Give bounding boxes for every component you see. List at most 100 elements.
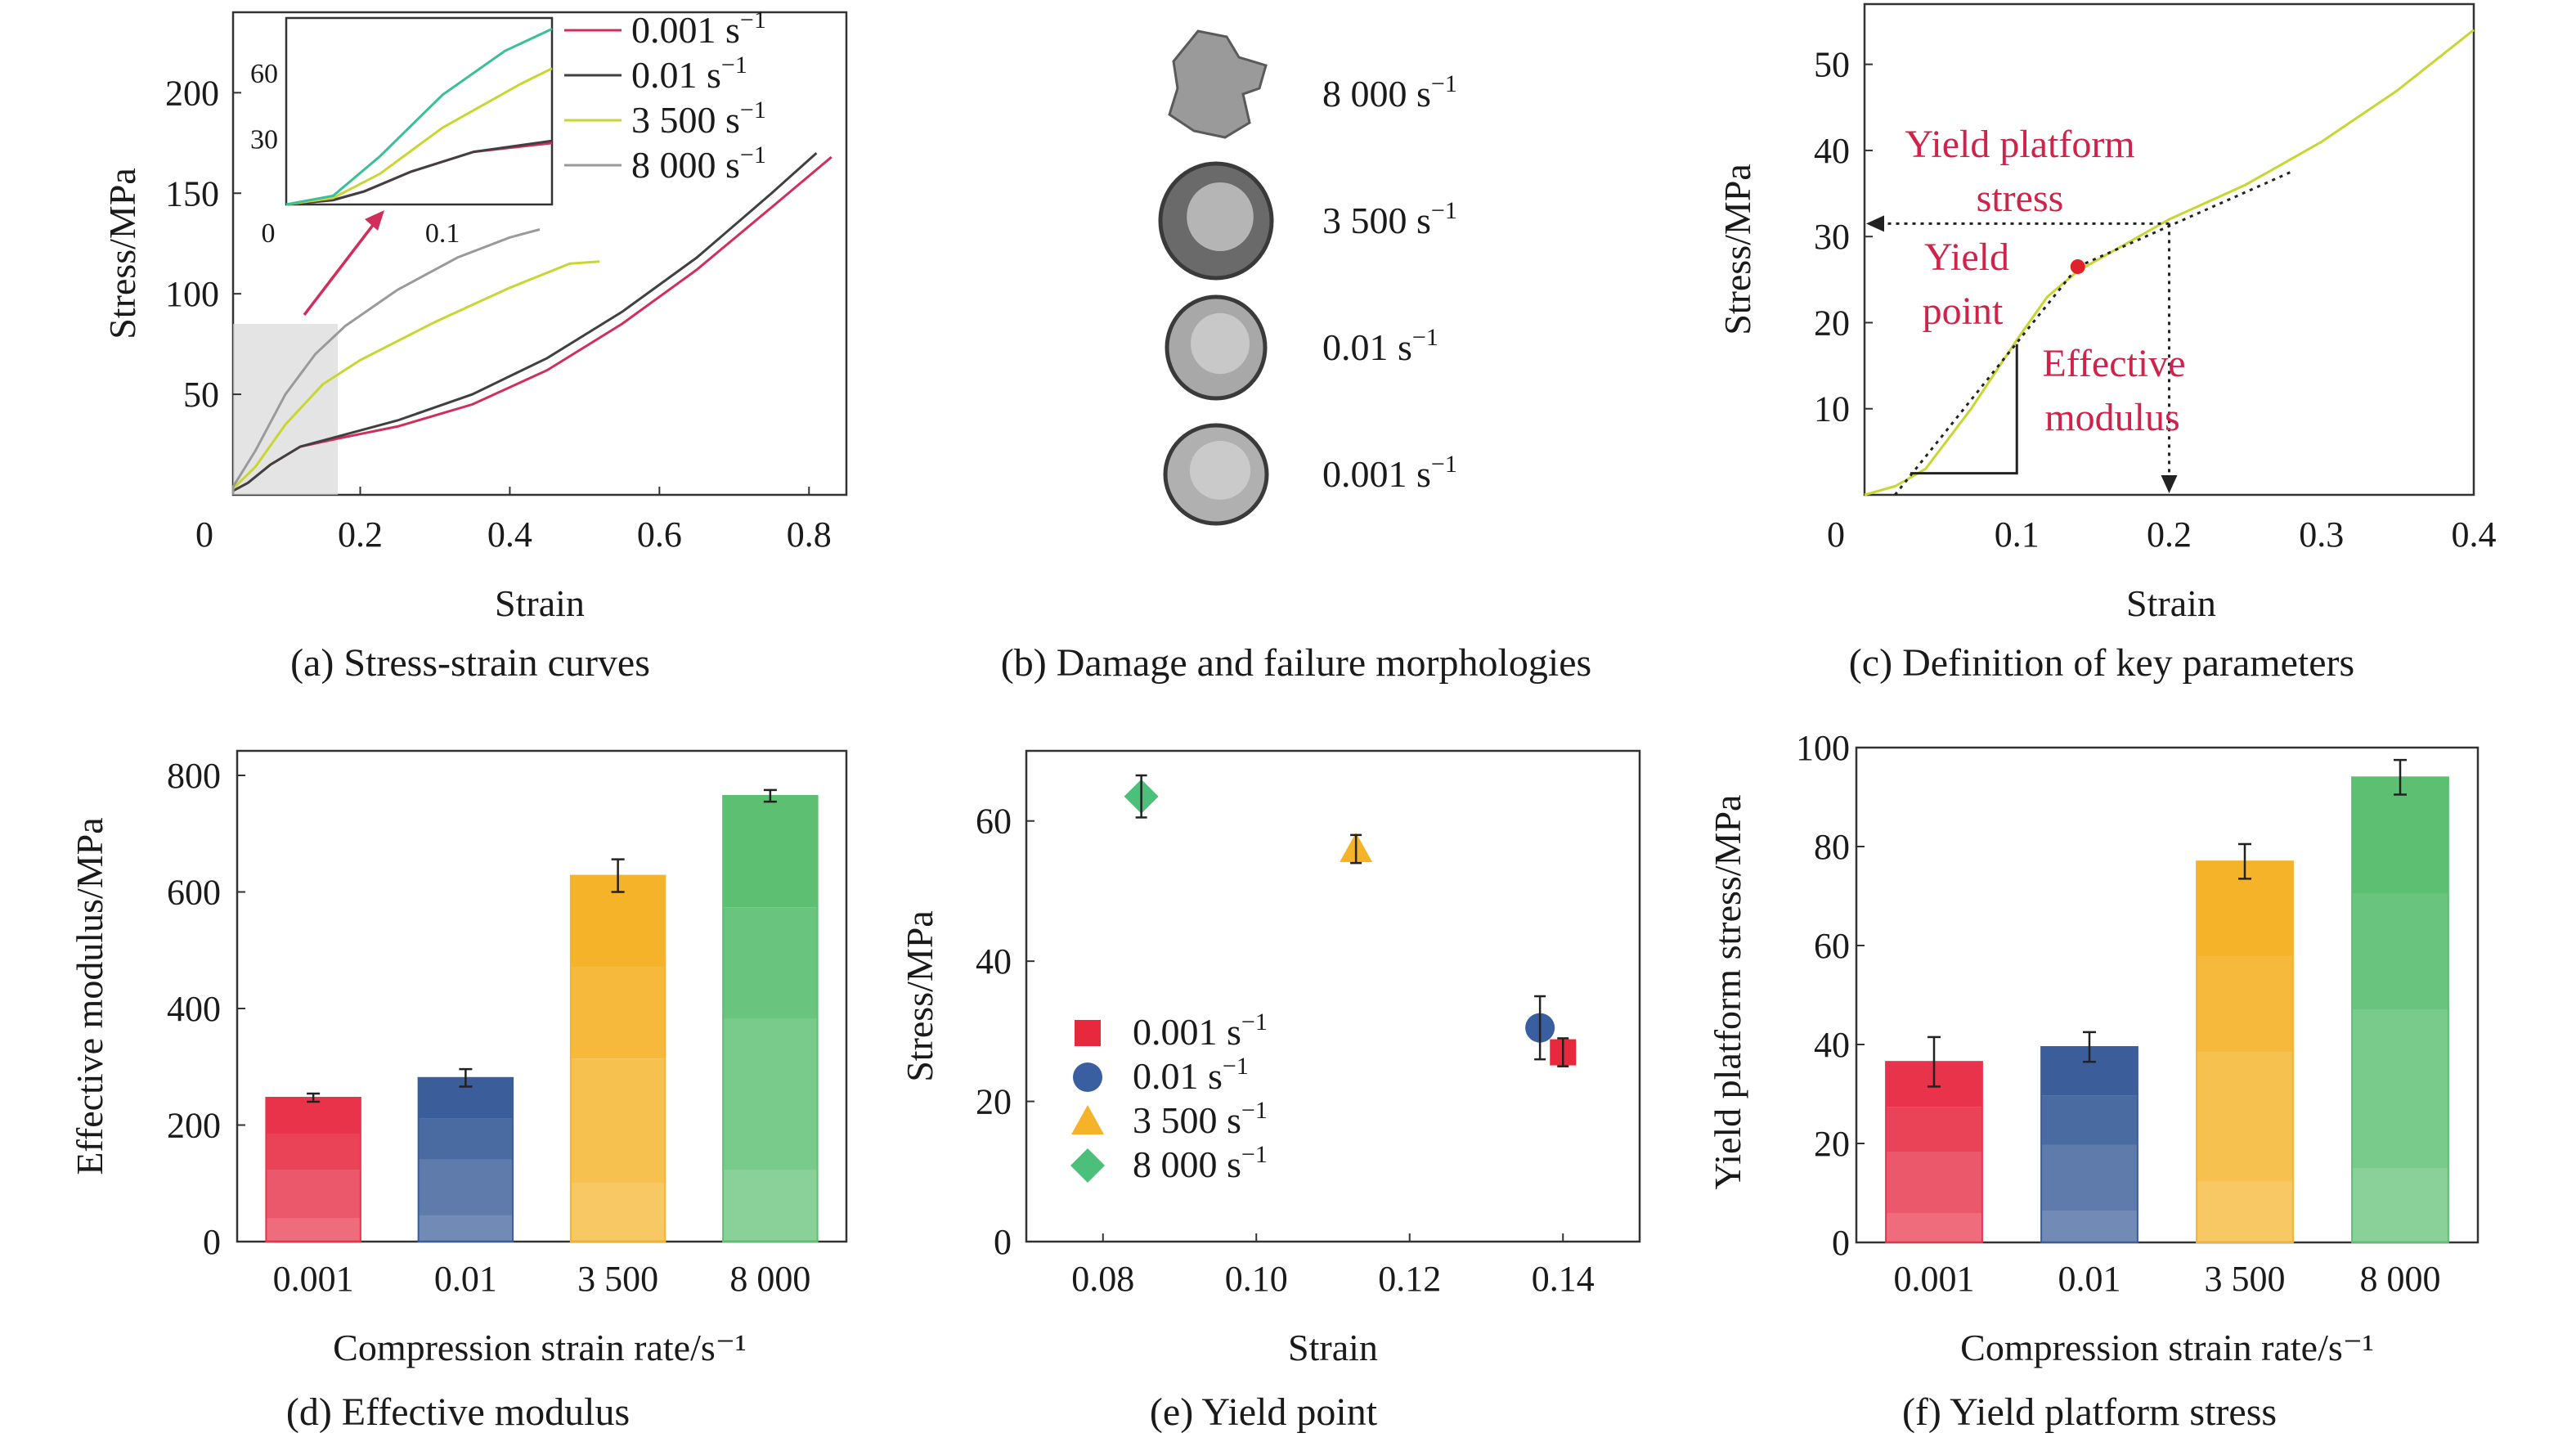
panel-e-xtick: 0.14: [1532, 1259, 1595, 1299]
panel-a-legend-label: 0.001 s−1: [631, 7, 766, 51]
panel-f-caption: (f) Yield platform stress: [1902, 1390, 2277, 1434]
ytick-label: 80: [1814, 827, 1850, 867]
panel-c-annotation-platform: stress: [1977, 177, 2064, 220]
panel-a-inset-arrow: [303, 219, 378, 317]
panel-c-strain-arrowhead: [2161, 475, 2178, 493]
panel-a-inset-series-2: [285, 67, 553, 206]
bar-segment: [570, 1058, 666, 1184]
panel-c-xlabel: Strain: [2126, 582, 2216, 624]
panel-a-xtick: 0: [195, 514, 213, 555]
panel-b-rate-label: 0.001 s−1: [1322, 451, 1457, 495]
panel-a-inset-xtick: 0.1: [425, 218, 460, 249]
panel-c-ytick: 10: [1814, 389, 1850, 429]
bar-segment: [570, 1183, 666, 1242]
panel-e-xtick: 0.10: [1225, 1259, 1288, 1299]
ytick-label: 400: [167, 989, 221, 1029]
panel-a-legend: 0.001 s−10.01 s−13 500 s−18 000 s−1: [564, 7, 766, 186]
panel-a-zoom-region: [233, 324, 339, 495]
panel-a-xtick: 0.2: [338, 514, 383, 555]
bar-segment: [2352, 1168, 2448, 1242]
xtick-label: 0.01: [2058, 1259, 2121, 1299]
panel-e-legend-marker: [1073, 1062, 1102, 1092]
panel-c-xtick: 0.1: [1995, 514, 2040, 555]
panel-c-platform-tangent: [2077, 170, 2292, 268]
panel-a-series-1: [231, 151, 818, 495]
bar-segment: [1886, 1213, 1982, 1242]
panel-b-morphologies: 8 000 s−1 3 500 s−1 0.01 s−1 0.001 s−1 (b) …: [1001, 29, 1591, 685]
panel-b-sample-highlight: [1187, 182, 1254, 251]
xtick-label: 8 000: [2360, 1259, 2441, 1299]
bar-segment: [266, 1134, 361, 1170]
panel-c-annotation-yield: Yield: [1924, 236, 2009, 279]
ytick-label: 40: [1814, 1025, 1850, 1065]
panel-c-xtick: 0.2: [2147, 514, 2192, 555]
panel-c-ylabel: Stress/MPa: [1717, 164, 1758, 335]
xtick-label: 3 500: [2205, 1259, 2286, 1299]
bar-segment: [1886, 1152, 1982, 1214]
bar-segment: [266, 1170, 361, 1219]
panel-a-legend-label: 0.01 s−1: [631, 52, 747, 96]
panel-a-series-2: [231, 260, 600, 495]
ytick-label: 100: [1796, 728, 1850, 768]
panel-e-legend-marker: [1070, 1148, 1105, 1183]
panel-c-ytick: 30: [1814, 217, 1850, 257]
panel-c-annotation-yield: point: [1923, 290, 2004, 333]
panel-e-legend-label: 3 500 s−1: [1133, 1097, 1268, 1141]
ytick-label: 0: [203, 1222, 221, 1262]
panel-c-plot-area: [1863, 2, 2475, 496]
panel-d-plot-area: [236, 749, 848, 1243]
panel-c-ytick: 40: [1814, 131, 1850, 171]
panel-a-series-3: [231, 228, 541, 495]
panel-d-caption: (d) Effective modulus: [286, 1390, 630, 1434]
panel-e-ytick: 60: [976, 802, 1012, 842]
panel-e-legend-label: 0.001 s−1: [1133, 1009, 1268, 1053]
panel-e-legend-label: 0.01 s−1: [1133, 1053, 1249, 1097]
xtick-label: 0.001: [1894, 1259, 1975, 1299]
bar-segment: [418, 1118, 514, 1160]
panel-e-xtick: 0.12: [1378, 1259, 1441, 1299]
panel-a-inset: 0 0.1 30 60: [250, 16, 554, 249]
bar-segment: [418, 1159, 514, 1215]
panel-a-inset-frame: [285, 16, 554, 206]
panel-e-ytick: 0: [994, 1222, 1012, 1262]
bar-segment: [1886, 1107, 1982, 1152]
panel-a-legend-label: 8 000 s−1: [631, 142, 766, 186]
panel-f-yield-platform-stress: 0.001 0.01 3 500 8 000 0 20 40 60 80 100 Compress…: [1707, 728, 2480, 1434]
panel-a-ytick: 100: [165, 274, 219, 314]
xtick-label: 0.001: [273, 1259, 354, 1299]
panel-e-ylabel: Stress/MPa: [899, 910, 940, 1082]
panel-b-rate-label: 0.01 s−1: [1322, 324, 1438, 368]
panel-c-slope-triangle: [1910, 344, 2018, 475]
ytick-label: 20: [1814, 1124, 1850, 1164]
panel-b-rate-label: 3 500 s−1: [1322, 197, 1457, 241]
panel-c-xtick: 0: [1827, 514, 1845, 555]
xtick-label: 8 000: [729, 1259, 810, 1299]
bar-segment: [2041, 1211, 2138, 1242]
ytick-label: 60: [1814, 926, 1850, 966]
panel-a-ytick: 150: [165, 173, 219, 213]
panel-e-caption: (e) Yield point: [1150, 1390, 1378, 1434]
bar-segment: [723, 795, 818, 908]
panel-d-xlabel: Compression strain rate/s⁻¹: [333, 1327, 747, 1368]
panel-c-yield-point-marker: [2070, 259, 2085, 275]
panel-a-xtick: 0.6: [637, 514, 682, 555]
bar-segment: [2352, 777, 2448, 894]
panel-f-ylabel: Yield platform stress/MPa: [1707, 795, 1748, 1190]
bar-segment: [266, 1098, 361, 1134]
panel-a-xtick: 0.8: [787, 514, 832, 555]
panel-b-sample-image: [1168, 29, 1268, 139]
panel-e-yield-point: 0.08 0.10 0.12 0.14 0 20 40 60 0.001 s−10.01 s−…: [899, 749, 1641, 1434]
ytick-label: 200: [167, 1106, 221, 1146]
panel-a-inset-xtick: 0: [262, 218, 276, 249]
ytick-label: 800: [167, 756, 221, 796]
bar-segment: [2197, 1052, 2293, 1182]
panel-c-ytick: 50: [1814, 45, 1850, 85]
bar-segment: [2197, 956, 2293, 1053]
panel-a-xtick: 0.4: [487, 514, 532, 555]
panel-a-ytick: 50: [183, 375, 219, 415]
panel-e-legend-marker: [1075, 1020, 1101, 1046]
panel-a-inset-series-1: [285, 139, 553, 206]
panel-e-legend: 0.001 s−10.01 s−13 500 s−18 000 s−1: [1070, 1009, 1268, 1185]
panel-a-inset-series-3: [285, 28, 553, 206]
